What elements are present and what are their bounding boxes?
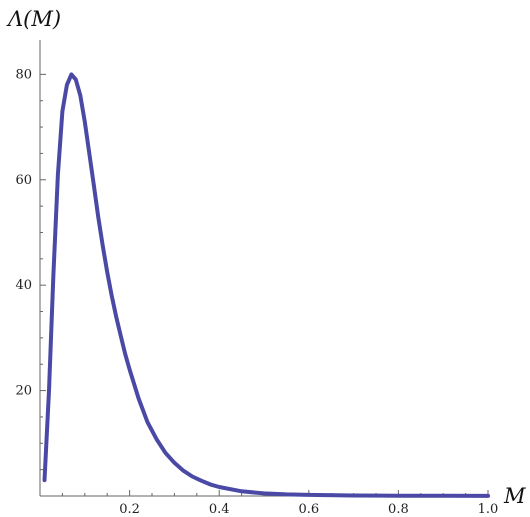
y-tick-label: 80 <box>15 67 32 82</box>
x-tick-label: 1.0 <box>478 502 499 517</box>
y-tick-label: 20 <box>15 384 32 399</box>
x-axis-title: M <box>503 484 526 508</box>
series-layer <box>42 72 490 498</box>
x-tick-label: 0.4 <box>209 502 230 517</box>
y-tick-label: 60 <box>15 173 32 188</box>
x-tick-label: 0.6 <box>298 502 319 517</box>
series-line <box>42 72 490 498</box>
x-tick-label: 0.2 <box>119 502 140 517</box>
x-tick-label: 0.8 <box>388 502 409 517</box>
y-axis-title: Λ(M) <box>6 7 61 31</box>
y-ticks: 20 40 60 80 <box>15 67 46 471</box>
y-tick-label: 40 <box>15 278 32 293</box>
